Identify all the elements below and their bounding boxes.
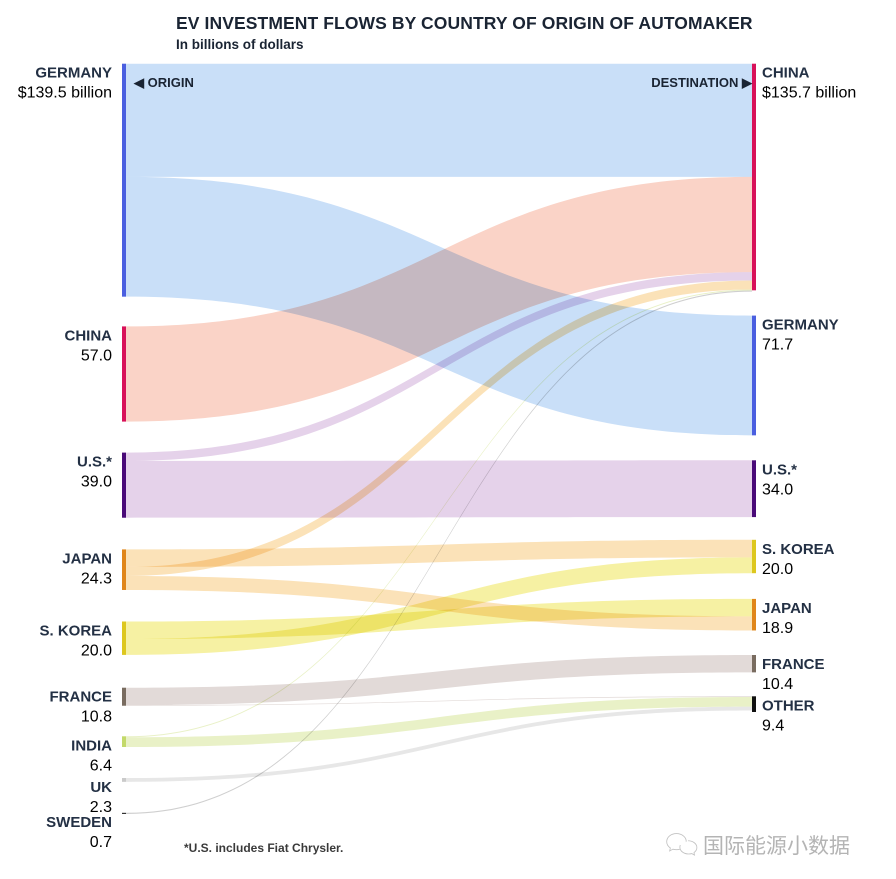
svg-text:U.S.*: U.S.* [77,454,112,471]
svg-text:$139.5 billion: $139.5 billion [18,85,112,102]
svg-text:FRANCE: FRANCE [50,689,113,706]
svg-text:FRANCE: FRANCE [762,656,825,673]
svg-text:S. KOREA: S. KOREA [39,623,112,640]
svg-text:INDIA: INDIA [71,737,112,754]
svg-text:34.0: 34.0 [762,481,793,498]
svg-text:71.7: 71.7 [762,337,793,354]
svg-text:UK: UK [90,779,112,796]
svg-text:GERMANY: GERMANY [762,317,839,334]
svg-text:10.8: 10.8 [81,709,112,726]
svg-text:24.3: 24.3 [81,570,112,587]
svg-text:SWEDEN: SWEDEN [46,814,112,831]
svg-text:CHINA: CHINA [762,65,810,82]
svg-text:39.0: 39.0 [81,474,112,491]
svg-text:18.9: 18.9 [762,620,793,637]
svg-text:JAPAN: JAPAN [762,600,812,617]
svg-text:9.4: 9.4 [762,717,784,734]
svg-text:CHINA: CHINA [65,327,113,344]
svg-text:10.4: 10.4 [762,676,793,693]
svg-text:20.0: 20.0 [81,643,112,660]
svg-text:S. KOREA: S. KOREA [762,541,835,558]
svg-text:GERMANY: GERMANY [35,65,112,82]
svg-text:57.0: 57.0 [81,347,112,364]
svg-text:20.0: 20.0 [762,561,793,578]
svg-text:OTHER: OTHER [762,697,815,714]
svg-text:U.S.*: U.S.* [762,461,797,478]
svg-text:JAPAN: JAPAN [62,550,112,567]
svg-text:0.7: 0.7 [90,834,112,851]
svg-text:$135.7 billion: $135.7 billion [762,85,856,102]
svg-text:6.4: 6.4 [90,757,112,774]
